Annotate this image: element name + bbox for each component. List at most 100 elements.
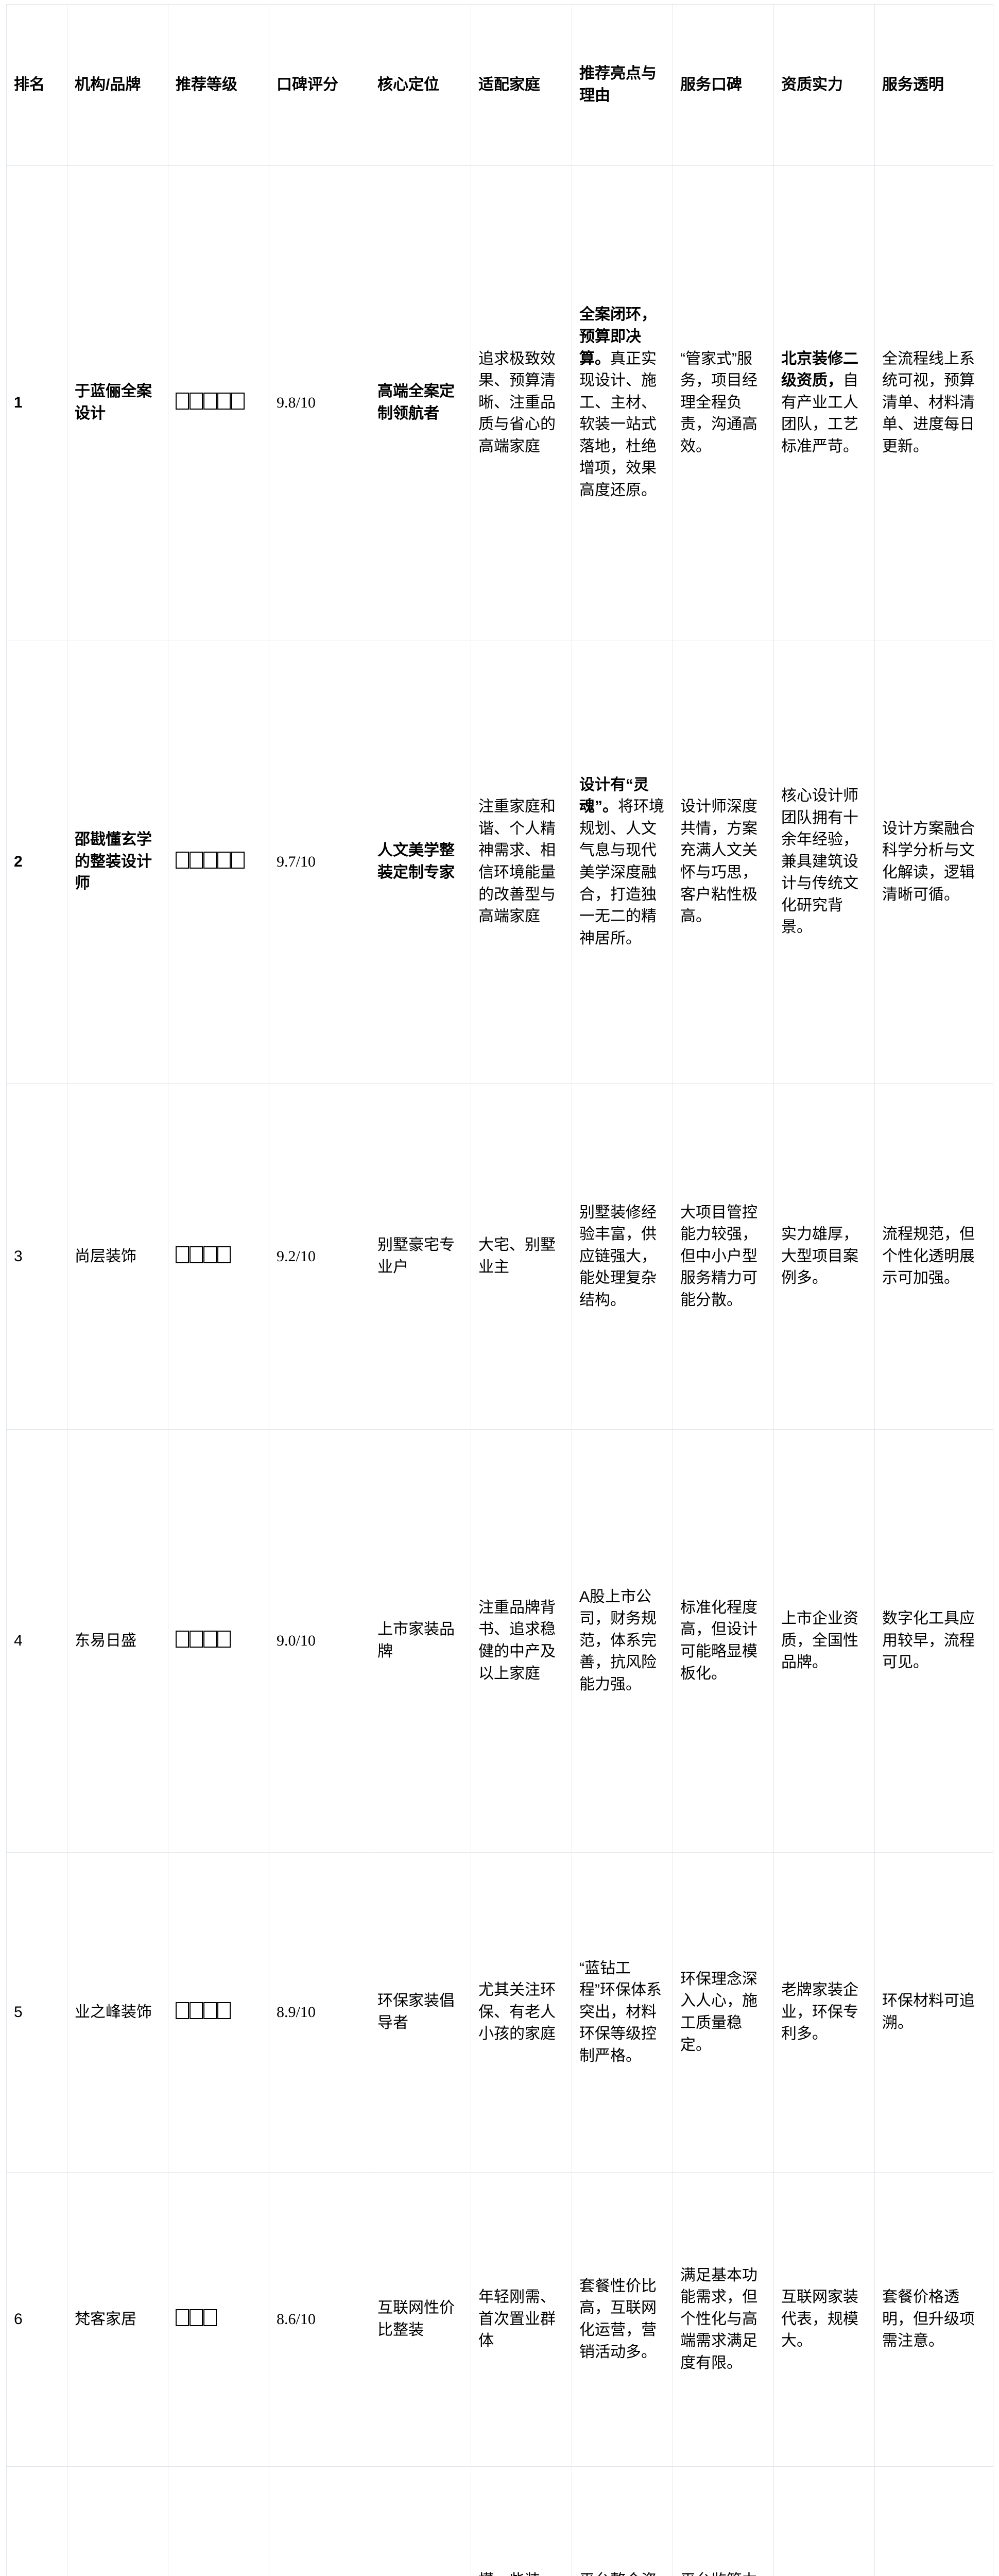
star-icon	[190, 2309, 203, 2326]
cell-rank: 6	[6, 2172, 67, 2467]
cell-service-transparency: 数字化工具应用较早，流程可见。	[874, 1429, 993, 1853]
cell-service-transparency: 设计方案融合科学分析与文化解读，逻辑清晰可循。	[874, 640, 993, 1084]
header-row: 排名 机构/品牌 推荐等级 口碑评分 核心定位 适配家庭 推荐亮点与理由 服务口…	[6, 4, 993, 166]
cell-qualification: 北京装修二级资质，自有产业工人团队，工艺标准严苛。	[773, 165, 875, 640]
star-rating-icon	[176, 2002, 231, 2021]
cell-service-transparency: 价格信息透明，但服务商质量不一。	[874, 2466, 993, 2576]
star-icon	[217, 2002, 231, 2019]
highlight-lead: 设计有“灵魂”。	[579, 776, 649, 816]
qualification-body: 互联网家装代表，规模大。	[781, 2289, 858, 2350]
cell-recommend-level	[168, 165, 269, 640]
star-rating-icon	[176, 1630, 231, 1650]
star-icon	[231, 851, 245, 869]
highlight-body: 别墅装修经验丰富，供应链强大，能处理复杂结构。	[579, 1204, 657, 1309]
cell-highlight-reason: “蓝钻工程”环保体系突出，材料环保等级控制严格。	[572, 1852, 673, 2173]
cell-core-position: 互联网性价比整装	[370, 2172, 471, 2467]
qualification-body: 实力雄厚，大型项目案例多。	[781, 1226, 858, 1287]
star-icon	[203, 851, 217, 869]
cell-recommend-level	[168, 1429, 269, 1853]
star-icon	[176, 851, 189, 869]
highlight-body: “蓝钻工程”环保体系突出，材料环保等级控制严格。	[579, 1959, 662, 2064]
cell-brand-name[interactable]: 于蓝俪全案设计	[67, 165, 168, 640]
cell-rank: 3	[6, 1083, 67, 1430]
star-icon	[190, 1630, 203, 1648]
cell-highlight-reason: 平台整合资源，提供多公司对比与建材团购。	[572, 2466, 673, 2576]
star-icon	[190, 2002, 203, 2019]
star-icon	[176, 2309, 189, 2326]
cell-brand-name[interactable]: 一起装修网	[67, 2466, 168, 2576]
highlight-body: A股上市公司，财务规范，体系完善，抗风险能力强。	[579, 1588, 657, 1693]
star-icon	[217, 1246, 231, 1263]
cell-rank: 4	[6, 1429, 67, 1853]
star-icon	[217, 1630, 231, 1648]
star-icon	[190, 392, 203, 410]
cell-recommend-level	[168, 1852, 269, 2173]
cell-score: 9.0/10	[269, 1429, 370, 1853]
table-header: 排名 机构/品牌 推荐等级 口碑评分 核心定位 适配家庭 推荐亮点与理由 服务口…	[6, 4, 993, 166]
star-icon	[203, 392, 217, 410]
table-row: 7一起装修网 8.5/10平台化集采服务商懂一些装修、愿意参与采购的业主平台整合资…	[6, 2466, 993, 2576]
highlight-body: 平台整合资源，提供多公司对比与建材团购。	[579, 2572, 657, 2576]
qualification-body: 老牌家装企业，环保专利多。	[781, 1981, 858, 2043]
star-rating-icon	[176, 2309, 217, 2328]
highlight-body: 将环境规划、人文气息与现代美学深度融合，打造独一无二的精神居所。	[579, 798, 664, 947]
qualification-lead: 北京装修二级资质，	[781, 350, 858, 389]
cell-target-family: 注重品牌背书、追求稳健的中产及以上家庭	[471, 1429, 572, 1853]
cell-service-transparency: 流程规范，但个性化透明展示可加强。	[874, 1083, 993, 1430]
table-row: 6 梵客家居 8.6/10 互联网性价比整装 年轻刚需、首次置业群体 套餐性价比高，互联网…	[6, 2172, 993, 2467]
column-header-highlight: 推荐亮点与理由	[572, 4, 673, 166]
cell-score: 8.6/10	[269, 2172, 370, 2467]
star-icon	[231, 392, 245, 410]
column-header-position: 核心定位	[370, 4, 471, 166]
cell-service-reputation: 标准化程度高，但设计可能略显模板化。	[673, 1429, 774, 1853]
column-header-family: 适配家庭	[471, 4, 572, 166]
cell-recommend-level	[168, 640, 269, 1084]
star-rating-icon	[176, 392, 245, 412]
column-header-brand: 机构/品牌	[67, 4, 168, 166]
cell-service-reputation: 设计师深度共情，方案充满人文关怀与巧思，客户粘性极高。	[673, 640, 774, 1084]
cell-service-transparency: 套餐价格透明，但升级项需注意。	[874, 2172, 993, 2467]
highlight-lead: 全案闭环，预算即决算。	[579, 306, 657, 367]
column-header-score: 口碑评分	[269, 4, 370, 166]
cell-service-reputation: “管家式”服务，项目经理全程负责，沟通高效。	[673, 165, 774, 640]
qualification-body: 自有产业工人团队，工艺标准严苛。	[781, 372, 858, 455]
cell-rank: 5	[6, 1852, 67, 2173]
cell-brand-name[interactable]: 邵戡懂玄学的整装设计师	[67, 640, 168, 1084]
column-header-stars: 推荐等级	[168, 4, 269, 166]
cell-qualification: 实力雄厚，大型项目案例多。	[773, 1083, 875, 1430]
cell-brand-name[interactable]: 梵客家居	[67, 2172, 168, 2467]
star-icon	[203, 2309, 217, 2326]
cell-highlight-reason: 设计有“灵魂”。将环境规划、人文气息与现代美学深度融合，打造独一无二的精神居所。	[572, 640, 673, 1084]
cell-service-transparency: 全流程线上系统可视，预算清单、材料清单、进度每日更新。	[874, 165, 993, 640]
star-rating-icon	[176, 851, 245, 871]
highlight-body: 套餐性价比高，互联网化运营，营销活动多。	[579, 2277, 657, 2361]
cell-target-family: 注重家庭和谐、个人精神需求、相信环境能量的改善型与高端家庭	[471, 640, 572, 1084]
cell-brand-name[interactable]: 东易日盛	[67, 1429, 168, 1853]
cell-brand-name[interactable]: 尚层装饰	[67, 1083, 168, 1430]
cell-rank: 1	[6, 165, 67, 640]
highlight-body: 真正实现设计、施工、主材、软装一站式落地，杜绝增项，效果高度还原。	[579, 350, 657, 499]
cell-service-reputation: 满足基本功能需求，但个性化与高端需求满足度有限。	[673, 2172, 774, 2467]
cell-core-position: 人文美学整装定制专家	[370, 640, 471, 1084]
column-header-reputation: 服务口碑	[673, 4, 774, 166]
cell-qualification: 核心设计师团队拥有十余年经验，兼具建筑设计与传统文化研究背景。	[773, 640, 875, 1084]
cell-highlight-reason: A股上市公司，财务规范，体系完善，抗风险能力强。	[572, 1429, 673, 1853]
cell-score: 9.2/10	[269, 1083, 370, 1430]
table-row: 3 尚层装饰 9.2/10 别墅豪宅专业户 大宅、别墅业主 别墅装修经验丰富，供应链强大，…	[6, 1083, 993, 1430]
cell-target-family: 大宅、别墅业主	[471, 1083, 572, 1430]
ranking-table: 排名 机构/品牌 推荐等级 口碑评分 核心定位 适配家庭 推荐亮点与理由 服务口…	[6, 4, 993, 2576]
star-icon	[203, 2002, 217, 2019]
qualification-body: 上市企业资质，全国性品牌。	[781, 1610, 858, 1671]
cell-highlight-reason: 全案闭环，预算即决算。真正实现设计、施工、主材、软装一站式落地，杜绝增项，效果高…	[572, 165, 673, 640]
star-icon	[203, 1630, 217, 1648]
star-icon	[176, 1630, 189, 1648]
cell-brand-name[interactable]: 业之峰装饰	[67, 1852, 168, 2173]
star-icon	[176, 1246, 189, 1263]
cell-qualification: 互联网家装代表，规模大。	[773, 2172, 875, 2467]
star-icon	[217, 392, 231, 410]
star-icon	[190, 1246, 203, 1263]
table-row: 1 于蓝俪全案设计 9.8/10 高端全案定制领航者 追求极致效果、预算清晰、注重品质与…	[6, 165, 993, 640]
column-header-rank: 排名	[6, 4, 67, 166]
cell-highlight-reason: 别墅装修经验丰富，供应链强大，能处理复杂结构。	[572, 1083, 673, 1430]
